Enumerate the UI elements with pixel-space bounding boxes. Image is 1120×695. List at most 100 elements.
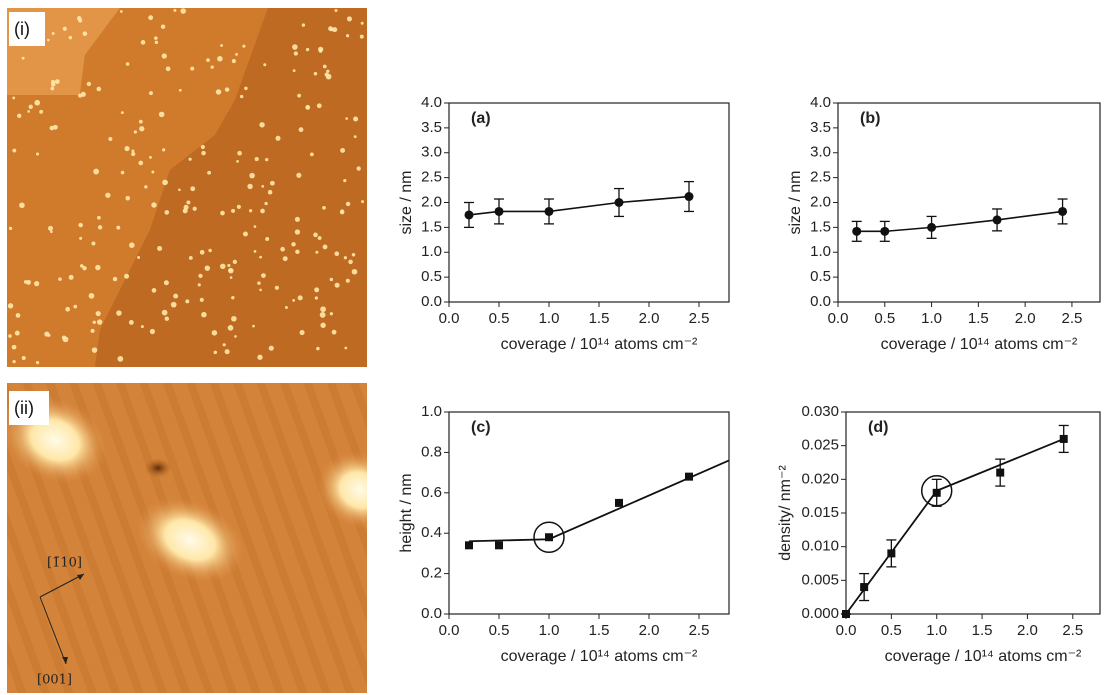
- nanoparticle: [34, 280, 40, 287]
- nanoparticle: [164, 210, 170, 215]
- nanoparticle: [201, 311, 207, 318]
- nanoparticle: [334, 282, 340, 288]
- nanoparticle: [305, 47, 310, 52]
- nanoparticle: [199, 297, 204, 302]
- nanoparticle: [261, 273, 266, 278]
- data-point: [842, 610, 850, 618]
- nanoparticle: [316, 103, 322, 109]
- nanoparticle: [292, 69, 296, 73]
- nanoparticle: [348, 259, 353, 265]
- nanoparticle: [35, 361, 40, 365]
- nanoparticle: [259, 122, 265, 128]
- nanoparticle: [224, 87, 230, 92]
- y-tick-label: 1.5: [810, 218, 831, 235]
- y-tick-label: 0.0: [421, 293, 442, 310]
- x-tick-label: 2.5: [689, 310, 710, 327]
- nanoparticle: [356, 166, 361, 171]
- nanoparticle: [295, 249, 300, 255]
- nanoparticle: [318, 49, 323, 53]
- nanoparticle: [265, 236, 270, 241]
- nanoparticle: [68, 35, 73, 40]
- nanoparticle: [320, 322, 326, 328]
- nanoparticle: [253, 225, 257, 228]
- arrowhead: [62, 657, 68, 664]
- y-tick-label: 0.0: [421, 605, 442, 622]
- data-point: [927, 222, 937, 232]
- nanoparticle: [39, 109, 44, 114]
- x-tick-label: 2.0: [639, 622, 660, 639]
- nanoparticle: [35, 152, 40, 156]
- nanoparticle: [34, 99, 41, 106]
- y-tick-label: 3.0: [421, 144, 442, 161]
- nanoparticle: [49, 125, 55, 131]
- nanoparticle: [12, 360, 16, 364]
- nanoparticle: [235, 53, 238, 56]
- data-point: [932, 488, 941, 497]
- nanoparticle: [305, 105, 311, 110]
- nanoparticle: [88, 293, 95, 299]
- arrowhead: [77, 574, 84, 580]
- nanoparticle: [252, 324, 255, 328]
- nanoparticle: [298, 127, 304, 133]
- nanoparticle: [242, 231, 248, 237]
- nanoparticle: [12, 96, 16, 100]
- data-point: [880, 226, 890, 236]
- nanoparticle: [257, 354, 263, 360]
- nanoparticle: [144, 185, 148, 189]
- nanoparticle: [161, 53, 167, 59]
- nanoparticle: [62, 26, 67, 31]
- data-point: [684, 192, 694, 202]
- nanoparticle: [274, 285, 279, 290]
- y-tick-label: 3.5: [421, 119, 442, 136]
- nanoparticle: [239, 94, 244, 99]
- nanoparticle: [93, 168, 100, 175]
- arrow: [39, 596, 67, 665]
- nanoparticle: [138, 160, 144, 166]
- y-tick-label: 0.015: [801, 504, 839, 521]
- nanoparticle: [293, 51, 298, 56]
- nanoparticle: [149, 328, 155, 335]
- nanoparticle: [217, 56, 223, 62]
- data-point: [615, 498, 623, 507]
- nanoparticle: [91, 241, 96, 246]
- nanoparticle: [314, 287, 320, 293]
- y-tick-label: 0.5: [421, 268, 442, 285]
- nanoparticle: [268, 345, 274, 351]
- nanoparticle: [324, 72, 329, 77]
- panel-title: (c): [471, 419, 491, 436]
- y-tick-label: 0.6: [421, 484, 442, 501]
- x-tick-label: 2.5: [1062, 622, 1083, 639]
- nanoparticle: [108, 137, 113, 141]
- nanoparticle: [96, 86, 102, 92]
- nanoparticle: [82, 31, 88, 36]
- nanoparticle: [133, 130, 138, 134]
- nanoparticle: [140, 40, 146, 45]
- nanoparticle: [140, 325, 144, 329]
- nanoparticle: [310, 152, 314, 157]
- nanoparticle: [11, 344, 17, 350]
- nanoparticle: [247, 183, 253, 190]
- data-point: [464, 210, 474, 220]
- nanoparticle: [322, 205, 326, 210]
- charts: 0.0 0.5 1.0 1.5 2.0 2.5 0.0 0.5 1.0 1.5 2.0 2.5 3.0 3…: [398, 94, 1101, 665]
- nanoparticle: [351, 268, 358, 275]
- nanoparticle: [231, 315, 237, 322]
- nanoparticle: [17, 113, 22, 118]
- data-point: [465, 541, 473, 550]
- nanoparticle: [294, 216, 300, 222]
- nanoparticle: [334, 8, 338, 12]
- data-point: [852, 226, 862, 236]
- data-point: [887, 549, 896, 558]
- nanoparticle: [68, 274, 74, 280]
- data-point: [614, 198, 624, 207]
- highlight-circle: [533, 521, 565, 553]
- nanoparticle: [257, 281, 261, 285]
- data-point: [494, 206, 504, 216]
- plot-frame: [448, 102, 730, 303]
- nanoparticle: [112, 276, 118, 282]
- nanoparticle: [200, 144, 205, 150]
- x-tick-label: 2.0: [1017, 622, 1038, 639]
- x-tick-label: 0.0: [828, 310, 849, 327]
- x-tick-label: 0.5: [881, 622, 902, 639]
- nanoparticle: [326, 69, 330, 73]
